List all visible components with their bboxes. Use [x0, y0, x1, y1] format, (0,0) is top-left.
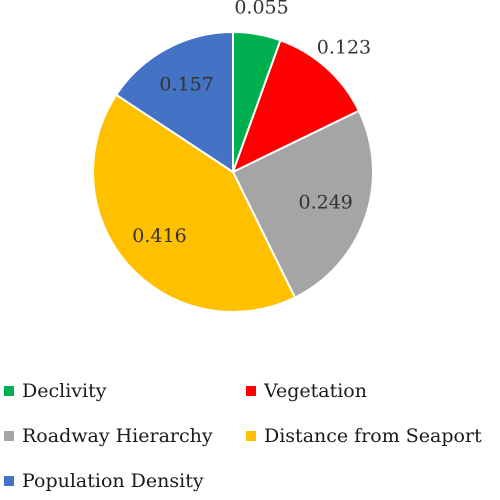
legend-item-declivity: Declivity	[4, 380, 106, 402]
legend-label-declivity: Declivity	[22, 380, 107, 402]
pie-slice-roadway-hierarchy	[231, 109, 374, 299]
legend-item-vegetation: Vegetation	[246, 380, 367, 402]
pie-chart: 0.055 0.123 0.249 0.416 0.157	[92, 0, 374, 313]
legend: Declivity Vegetation Roadway Hierarchy D…	[0, 360, 500, 500]
legend-swatch-vegetation	[246, 386, 256, 396]
legend-swatch-population-density	[4, 476, 14, 486]
data-label-population-density: 0.157	[159, 74, 213, 96]
legend-swatch-distance-from-seaport	[246, 431, 256, 441]
legend-item-roadway-hierarchy: Roadway Hierarchy	[4, 425, 213, 447]
pie-slice-vegetation	[231, 38, 361, 174]
data-label-declivity: 0.055	[234, 0, 288, 18]
legend-label-roadway-hierarchy: Roadway Hierarchy	[22, 425, 213, 447]
legend-item-distance-from-seaport: Distance from Seaport	[246, 425, 482, 447]
legend-label-vegetation: Vegetation	[264, 380, 367, 402]
legend-label-distance-from-seaport: Distance from Seaport	[264, 425, 482, 447]
legend-item-population-density: Population Density	[4, 470, 204, 492]
legend-label-population-density: Population Density	[22, 470, 204, 492]
data-label-roadway-hierarchy: 0.249	[299, 192, 353, 214]
data-label-vegetation: 0.123	[317, 37, 371, 59]
pie-slice-population-density	[114, 30, 234, 174]
data-label-distance-from-seaport: 0.416	[132, 225, 186, 247]
pie-slice-distance-from-seaport	[92, 93, 297, 313]
legend-swatch-roadway-hierarchy	[4, 431, 14, 441]
legend-swatch-declivity	[4, 386, 14, 396]
